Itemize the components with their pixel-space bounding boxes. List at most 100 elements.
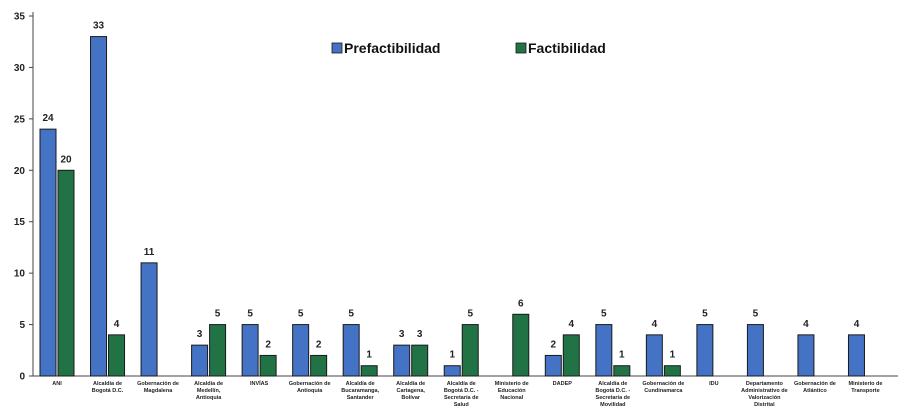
x-category-label-line: Administrativo de — [741, 388, 787, 394]
bar-factibilidad — [411, 344, 429, 377]
x-category-label-line: Atlántico — [803, 388, 827, 394]
x-category-label-line: Cartagena, — [396, 388, 425, 394]
bar-prefactibilidad — [39, 128, 57, 377]
bar-prefactibilidad — [342, 324, 360, 377]
y-tick-label: 10 — [14, 269, 26, 280]
bar-prefactibilidad — [393, 344, 411, 377]
x-category-label-line: Antioquia — [297, 388, 323, 394]
x-category-label-line: Departamento — [746, 381, 784, 387]
bar-prefactibilidad — [696, 324, 714, 377]
x-category-label-line: Salud — [454, 402, 469, 408]
data-label: 4 — [854, 319, 860, 330]
bar-prefactibilidad — [90, 36, 108, 377]
y-tick-label: 35 — [14, 12, 26, 23]
bar-factibilidad — [512, 313, 530, 377]
bar-factibilidad — [310, 354, 328, 377]
data-label: 2 — [265, 339, 271, 350]
legend-swatch-prefactibilidad — [331, 42, 343, 54]
x-category-label-line: Valorización — [748, 395, 781, 401]
legend-label-factibilidad: Factibilidad — [528, 40, 606, 56]
data-label: 5 — [467, 309, 473, 320]
chart-legend: Prefactibilidad Factibilidad — [331, 40, 606, 56]
data-label: 2 — [551, 339, 557, 350]
bar-factibilidad — [259, 354, 277, 377]
x-category-label: Alcaldía de Bogotá D.C. -Secretaría de Mov… — [595, 381, 630, 408]
data-label: 11 — [144, 247, 155, 258]
x-category-label-line: ANI — [52, 381, 62, 387]
data-label: 1 — [366, 350, 372, 361]
bar-factibilidad — [108, 334, 126, 377]
bar-factibilidad — [562, 334, 580, 377]
x-category-label: DADEP — [553, 381, 573, 387]
bar-prefactibilidad — [595, 324, 613, 377]
data-label: 4 — [569, 319, 575, 330]
x-category-label: INVÍAS — [250, 379, 269, 387]
data-label: 4 — [114, 319, 120, 330]
x-category-label-line: Ministerio de — [849, 381, 883, 387]
data-label: 5 — [215, 309, 221, 320]
x-category-label-line: Transporte — [851, 388, 879, 394]
x-category-label: Alcaldía de Medellín, Antioquia — [194, 381, 223, 401]
x-category-label: Gobernación de Cundinamarca — [642, 381, 684, 394]
x-category-label-line: Bucaramanga, — [341, 388, 379, 394]
y-tick-label: 30 — [14, 63, 26, 74]
bar-factibilidad — [360, 365, 378, 377]
x-category-label-line: Alcaldía de — [194, 381, 223, 387]
data-label: 4 — [803, 319, 809, 330]
x-category-label-line: Bogotá D.C. - — [444, 388, 479, 394]
bar-prefactibilidad — [241, 324, 259, 377]
x-category-label-line: Gobernación de — [137, 381, 179, 387]
x-category-label-line: INVÍAS — [250, 379, 269, 387]
data-label: 24 — [42, 113, 54, 124]
x-category-label-line: Medellín, — [197, 388, 221, 394]
bar-prefactibilidad — [191, 344, 209, 377]
y-tick-label: 0 — [19, 372, 25, 383]
bar-factibilidad — [57, 169, 75, 377]
x-category-label: ANI — [52, 381, 62, 387]
data-label: 5 — [702, 309, 708, 320]
data-label: 1 — [449, 350, 455, 361]
bar-factibilidad — [613, 365, 631, 377]
x-category-label-line: Nacional — [500, 395, 523, 401]
x-category-label-line: Gobernación de — [794, 381, 836, 387]
data-label: 5 — [298, 309, 304, 320]
x-category-label: Departamento Administrativo de Valorizació… — [741, 381, 787, 408]
x-category-label: Ministerio de Educación Nacional — [495, 381, 529, 401]
x-category-label-line: Movilidad — [600, 402, 625, 408]
x-category-label-line: Ministerio de — [495, 381, 529, 387]
x-category-label-line: IDU — [709, 381, 719, 387]
bar-prefactibilidad — [746, 324, 764, 377]
data-label: 2 — [316, 339, 322, 350]
x-category-label-line: Educación — [498, 388, 526, 394]
bar-factibilidad — [209, 324, 227, 377]
data-label: 1 — [670, 350, 676, 361]
x-category-label-line: Alcaldía de — [447, 381, 476, 387]
data-label: 3 — [197, 329, 203, 340]
x-category-label: Alcaldía de Bogotá D.C. -Secretaría de Sal… — [444, 381, 479, 408]
x-category-label-line: Secretaría de — [444, 395, 479, 401]
x-category-label-line: Alcaldía de — [346, 381, 375, 387]
data-label: 4 — [652, 319, 658, 330]
bar-prefactibilidad — [544, 354, 562, 377]
y-tick-label: 5 — [19, 320, 25, 331]
data-label: 5 — [348, 309, 354, 320]
x-category-label-line: Antioquia — [196, 395, 222, 401]
x-category-label: Alcaldía de Bogotá D.C. — [92, 381, 124, 394]
data-label: 5 — [753, 309, 759, 320]
x-category-label-line: Distrital — [754, 402, 775, 408]
x-category-label: Gobernación de Atlántico — [794, 381, 836, 394]
bar-factibilidad — [663, 365, 681, 377]
x-category-label-line: Alcaldía de — [93, 381, 122, 387]
x-category-label-line: Santander — [347, 395, 375, 401]
x-category-label: Ministerio de Transporte — [849, 381, 883, 394]
legend-swatch-factibilidad — [515, 42, 527, 54]
data-label: 1 — [619, 350, 625, 361]
x-category-label-line: Secretaría de — [596, 395, 631, 401]
y-tick-label: 20 — [14, 166, 26, 177]
data-label: 6 — [518, 298, 524, 309]
bar-prefactibilidad — [797, 334, 815, 377]
x-category-label: Alcaldía de Bucaramanga, Santander — [341, 381, 379, 401]
x-category-label-line: Alcaldía de — [598, 381, 627, 387]
